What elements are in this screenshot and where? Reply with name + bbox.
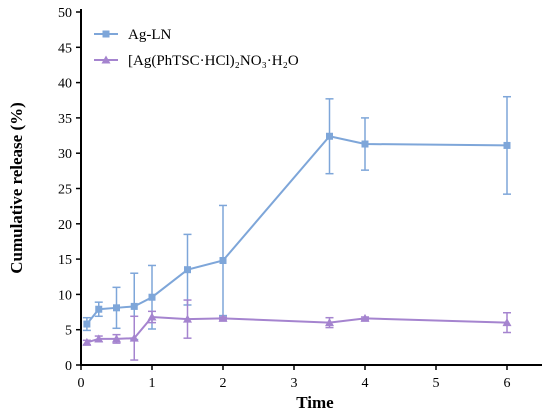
y-tick-label: 30	[58, 147, 72, 162]
data-point-square	[326, 132, 333, 140]
data-point-square	[148, 293, 156, 301]
y-tick-label: 25	[58, 183, 72, 198]
x-tick-label: 6	[504, 376, 511, 391]
series-line-2	[86, 315, 508, 344]
data-point-triangle	[129, 333, 139, 342]
x-tick-label: 5	[433, 376, 440, 391]
data-point-triangle	[183, 314, 192, 323]
data-point-triangle	[147, 312, 157, 321]
series-lines	[86, 135, 508, 344]
data-point-triangle	[325, 318, 334, 327]
data-point-triangle	[94, 334, 104, 343]
data-point-square	[113, 304, 120, 312]
legend-label: [Ag(PhTSC·HCl)₂NO₃·H₂O	[128, 53, 299, 69]
x-tick-label: 3	[291, 376, 298, 391]
data-point-triangle	[112, 334, 121, 343]
y-axis-ticks: 0 5 10 15 20 25 30 35 40 45 50	[58, 6, 81, 374]
data-point-square	[219, 257, 227, 265]
data-point-triangle	[360, 313, 370, 322]
x-axis-ticks: 0 1 2 3 4 5 6	[78, 365, 511, 391]
y-tick-label: 10	[58, 288, 72, 303]
data-point-square	[83, 320, 91, 328]
x-tick-label: 2	[220, 376, 227, 391]
y-tick-label: 20	[58, 218, 72, 233]
legend: Ag-LN [Ag(PhTSC·HCl)₂NO₃·H₂O	[94, 27, 299, 69]
y-tick-label: 50	[58, 6, 72, 21]
y-tick-label: 45	[58, 41, 72, 56]
data-point-square	[130, 302, 138, 310]
x-axis-title: Time	[296, 393, 334, 412]
data-markers	[82, 132, 512, 346]
legend-label: Ag-LN	[128, 27, 171, 43]
data-point-square	[95, 305, 103, 313]
data-point-triangle	[502, 318, 512, 327]
y-tick-label: 35	[58, 112, 72, 127]
y-tick-label: 40	[58, 77, 72, 92]
x-tick-label: 1	[149, 376, 156, 391]
y-tick-label: 0	[65, 359, 72, 374]
legend-marker-square	[102, 30, 110, 38]
y-tick-label: 5	[65, 324, 72, 339]
data-point-triangle	[82, 337, 92, 346]
data-point-square	[503, 141, 511, 149]
data-point-square	[361, 140, 369, 148]
x-tick-label: 0	[78, 376, 85, 391]
series-line-1	[86, 135, 508, 325]
legend-marker-triangle	[101, 55, 111, 64]
x-tick-label: 4	[362, 376, 369, 391]
y-axis-title: Cumulative release (%)	[7, 102, 26, 274]
y-tick-label: 15	[58, 253, 72, 268]
data-point-square	[184, 266, 191, 274]
data-point-triangle	[218, 313, 228, 322]
